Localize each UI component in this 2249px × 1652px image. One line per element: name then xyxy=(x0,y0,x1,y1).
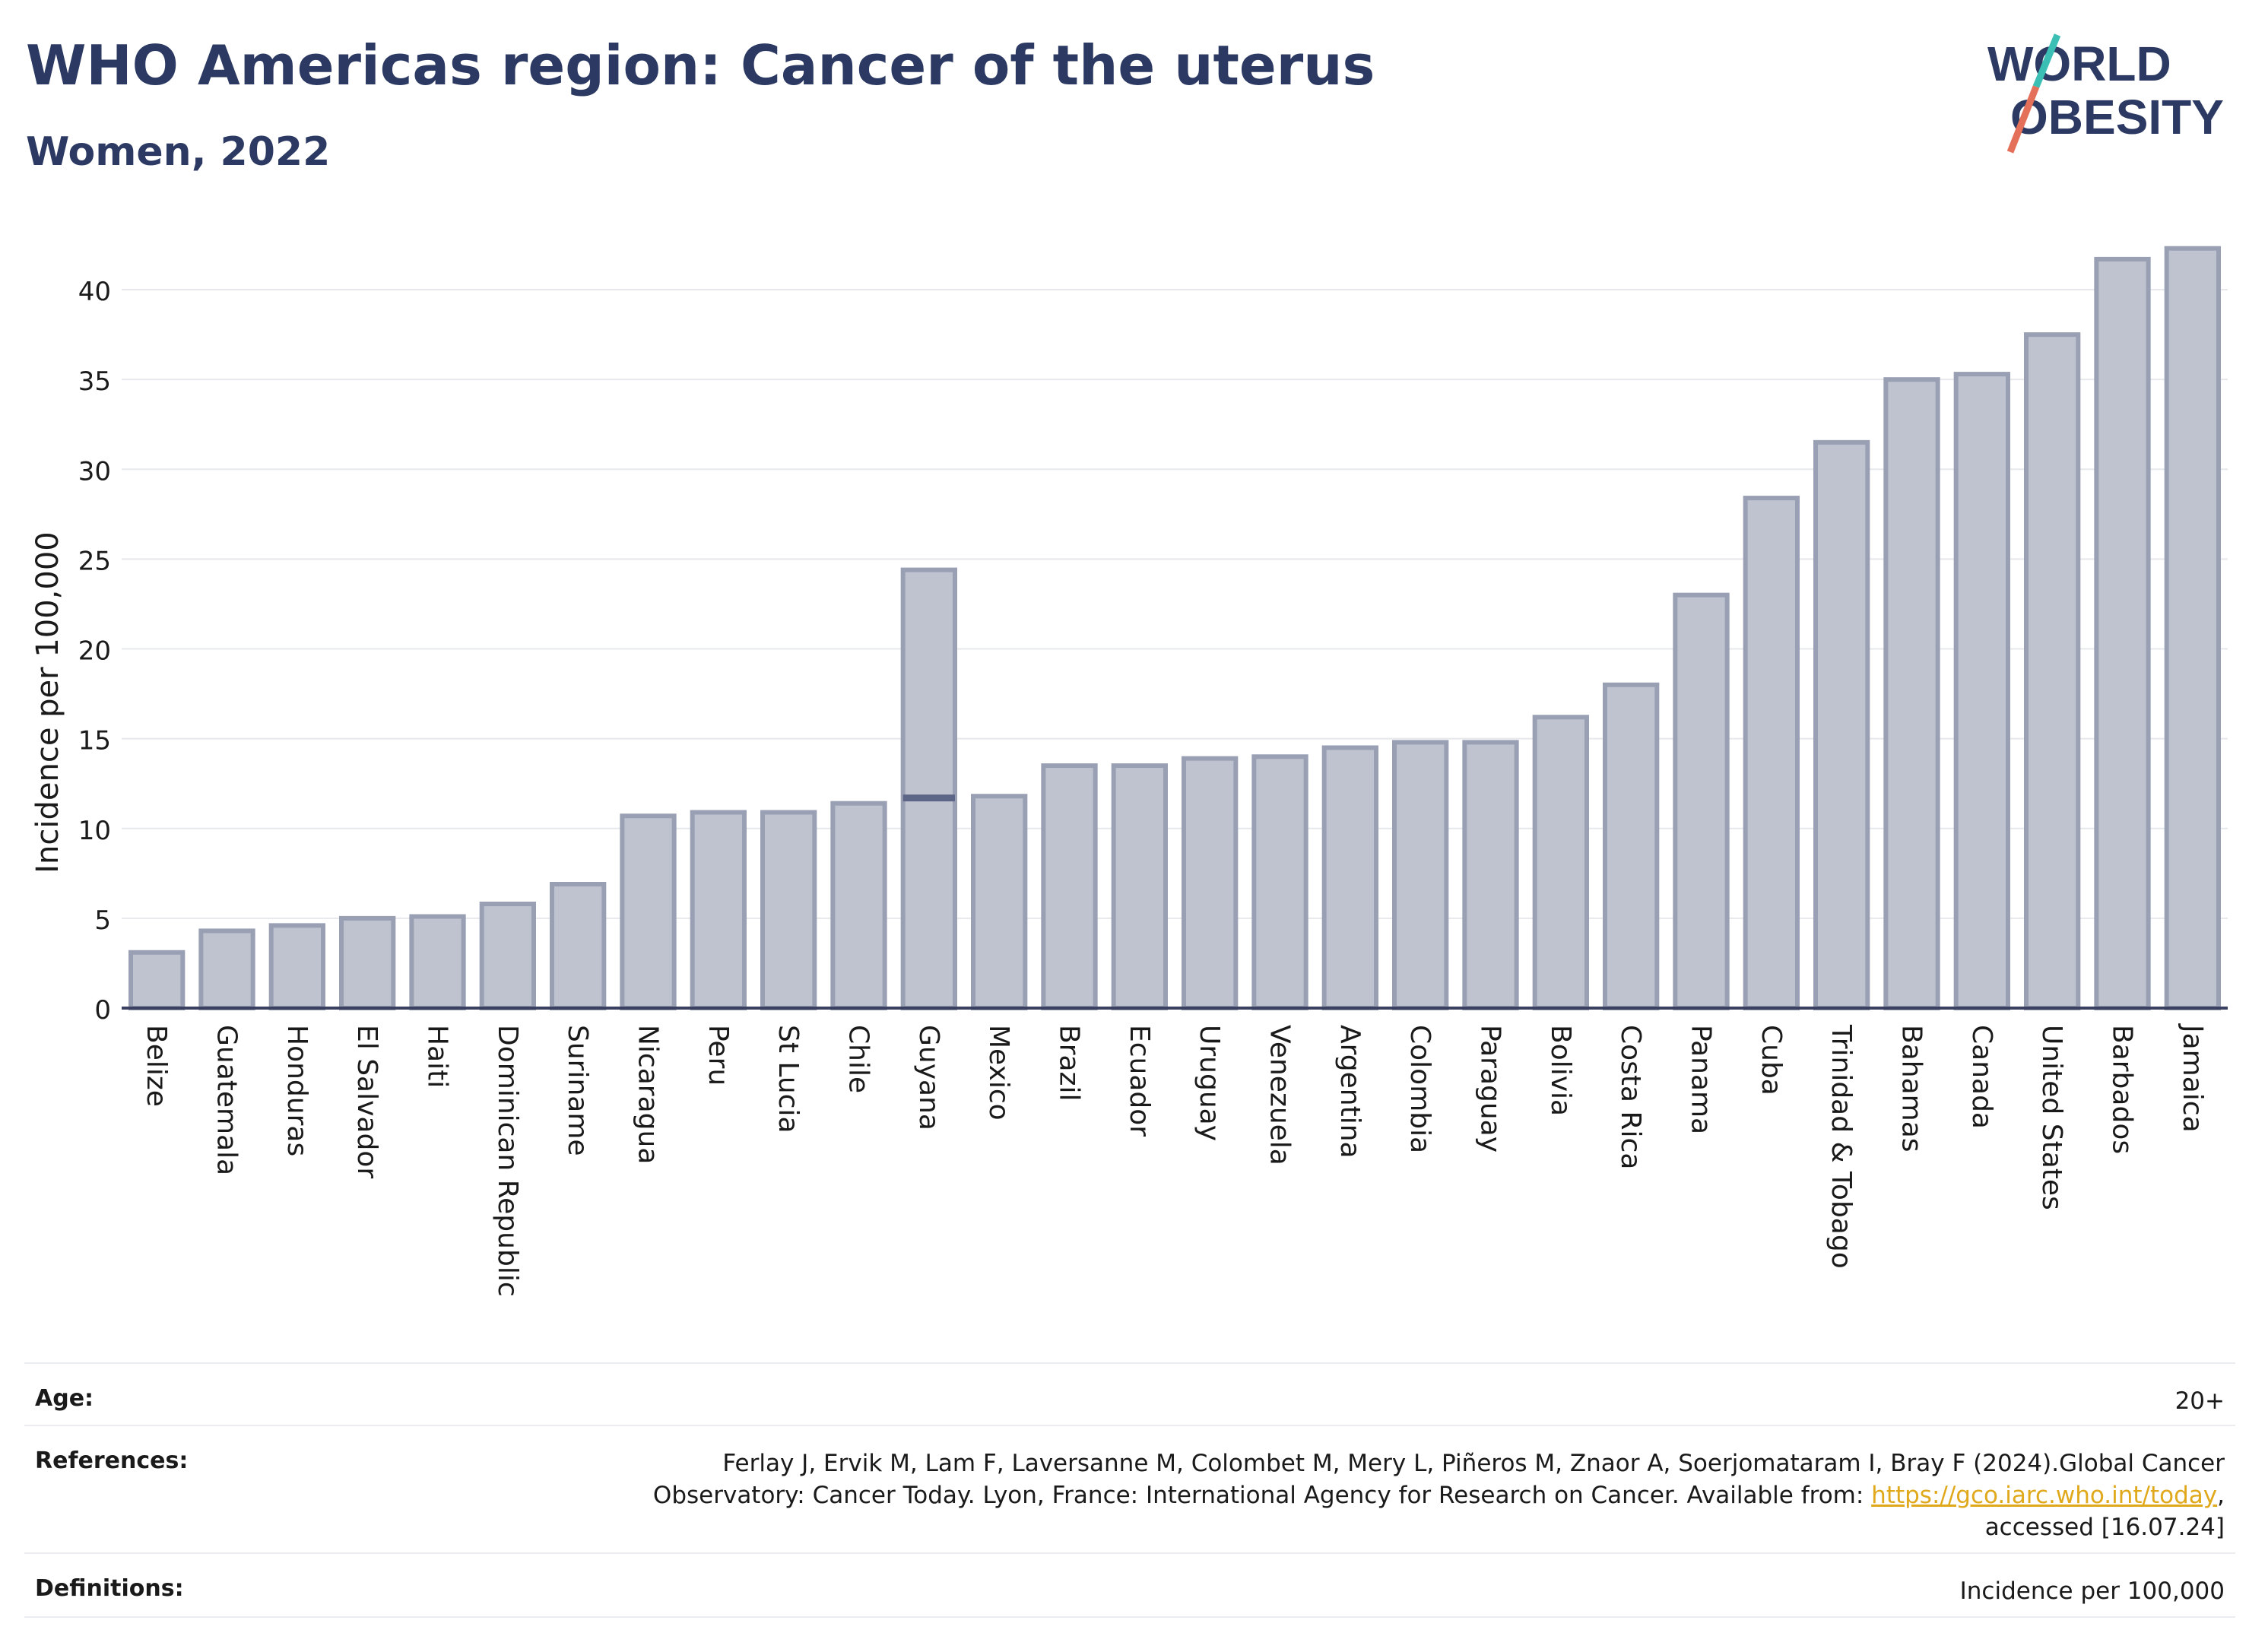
bar xyxy=(1883,377,1940,1011)
references-line2-post: , xyxy=(2217,1482,2225,1509)
references-line2: Observatory: Cancer Today. Lyon, France:… xyxy=(653,1479,2225,1511)
y-tick-label: 20 xyxy=(78,636,111,667)
world-obesity-logo: WORLD OBESITY xyxy=(1987,33,2224,154)
x-tick-label: Mexico xyxy=(983,1025,1014,1121)
logo-line1: WORLD xyxy=(1987,36,2171,91)
axes: 0 5 10 15 20 25 30 35 40 Belize Guatemala Honduras E… xyxy=(78,277,2228,1297)
bar-chart: 0 5 10 15 20 25 30 35 40 Belize Guatemala Honduras E… xyxy=(30,246,2228,1297)
y-tick-label: 40 xyxy=(78,277,111,307)
references-line2-pre: Observatory: Cancer Today. Lyon, France:… xyxy=(652,1482,1872,1509)
bar xyxy=(1321,745,1378,1010)
x-tick-label: Guatemala xyxy=(211,1025,243,1175)
x-tick-label: Venezuela xyxy=(1264,1025,1296,1165)
x-tick-label: Bahamas xyxy=(1896,1025,1927,1153)
bar xyxy=(1182,756,1239,1010)
x-tick-label: Nicaragua xyxy=(633,1025,664,1164)
x-tick-label: Suriname xyxy=(562,1025,593,1156)
x-tick-label: Argentina xyxy=(1334,1025,1366,1159)
definitions-label: Definitions: xyxy=(35,1575,184,1602)
bar xyxy=(1462,740,1519,1010)
x-tick-label: Barbados xyxy=(2107,1025,2138,1154)
x-tick-label: Jamaica xyxy=(2177,1023,2208,1133)
bar xyxy=(339,915,396,1010)
references-line1: Ferlay J, Ervik M, Lam F, Laversanne M, … xyxy=(722,1450,2225,1477)
x-tick-label: Guyana xyxy=(913,1025,944,1130)
y-tick-label: 25 xyxy=(78,546,111,576)
references-link[interactable]: https://gco.iarc.who.int/today xyxy=(1871,1482,2218,1509)
bar xyxy=(1532,715,1589,1010)
logo-slash-coral xyxy=(2006,85,2040,154)
bar xyxy=(971,794,1028,1010)
x-tick-label: El Salvador xyxy=(351,1025,382,1178)
bar xyxy=(1813,439,1870,1010)
bar xyxy=(830,801,887,1010)
x-tick-label: Panama xyxy=(1686,1025,1717,1134)
bar xyxy=(2024,332,2081,1010)
meta-row-definitions: Definitions: Incidence per 100,000 xyxy=(24,1552,2235,1618)
chart-subtitle: Women, 2022 xyxy=(26,129,331,175)
bar xyxy=(1743,496,1800,1010)
x-tick-label: Cuba xyxy=(1756,1025,1787,1096)
bar xyxy=(409,914,466,1011)
bar xyxy=(2164,246,2221,1010)
bar xyxy=(1673,592,1730,1010)
bar xyxy=(550,881,607,1011)
y-tick-label: 15 xyxy=(78,726,111,756)
x-tick-label: Brazil xyxy=(1054,1025,1085,1101)
bar xyxy=(128,950,186,1011)
logo-line2: OBESITY xyxy=(2010,90,2224,144)
bar xyxy=(479,901,536,1010)
x-tick-label: Haiti xyxy=(422,1025,453,1088)
meta-row-age: Age: 20+ xyxy=(24,1362,2235,1426)
x-tick-label: Trinidad & Tobago xyxy=(1826,1024,1857,1269)
y-tick-label: 5 xyxy=(94,905,111,936)
bar xyxy=(268,923,325,1011)
bar xyxy=(1392,740,1449,1010)
references-line3: accessed [16.07.24] xyxy=(1984,1514,2225,1541)
y-tick-label: 10 xyxy=(78,816,111,846)
age-label: Age: xyxy=(35,1385,94,1412)
x-tick-label: Belize xyxy=(141,1025,172,1107)
bar xyxy=(1111,763,1168,1010)
x-tick-label: St Lucia xyxy=(772,1025,804,1134)
y-tick-label: 35 xyxy=(78,366,111,397)
x-tick-label: Ecuador xyxy=(1124,1025,1155,1137)
bars xyxy=(128,246,2221,1011)
x-tick-label: Dominican Republic xyxy=(492,1025,523,1297)
bar xyxy=(1041,763,1098,1010)
x-tick-label: Honduras xyxy=(281,1025,312,1156)
x-tick-label: Uruguay xyxy=(1194,1025,1225,1141)
x-tick-label: United States xyxy=(2036,1025,2067,1210)
bar xyxy=(620,813,677,1011)
definitions-value: Incidence per 100,000 xyxy=(1959,1577,2225,1605)
x-tick-label: Paraguay xyxy=(1475,1025,1506,1153)
x-tick-label: Chile xyxy=(843,1025,874,1093)
bar xyxy=(1603,682,1660,1011)
y-tick-label: 0 xyxy=(94,995,111,1026)
bar xyxy=(760,810,817,1010)
y-axis-label: Incidence per 100,000 xyxy=(30,531,65,874)
logo-slash-teal xyxy=(2032,33,2061,88)
bar xyxy=(198,928,255,1010)
x-tick-label: Costa Rica xyxy=(1615,1025,1646,1169)
references-label: References: xyxy=(35,1447,189,1474)
bar xyxy=(690,810,747,1010)
x-tick-label: Canada xyxy=(1966,1025,1997,1129)
references-value: Ferlay J, Ervik M, Lam F, Laversanne M, … xyxy=(653,1447,2225,1543)
x-tick-label: Peru xyxy=(703,1025,734,1086)
x-tick-label: Colombia xyxy=(1404,1025,1435,1153)
bar xyxy=(900,567,957,1010)
meta-row-references: References: Ferlay J, Ervik M, Lam F, La… xyxy=(24,1425,2235,1554)
y-tick-label: 30 xyxy=(78,456,111,487)
chart-title: WHO Americas region: Cancer of the uteru… xyxy=(26,33,1375,97)
bar xyxy=(2094,256,2151,1011)
bar xyxy=(1953,372,2010,1010)
bar xyxy=(1251,754,1308,1010)
grid-lines xyxy=(122,289,2228,919)
x-tick-label: Bolivia xyxy=(1545,1025,1576,1116)
age-value: 20+ xyxy=(2174,1387,2225,1415)
